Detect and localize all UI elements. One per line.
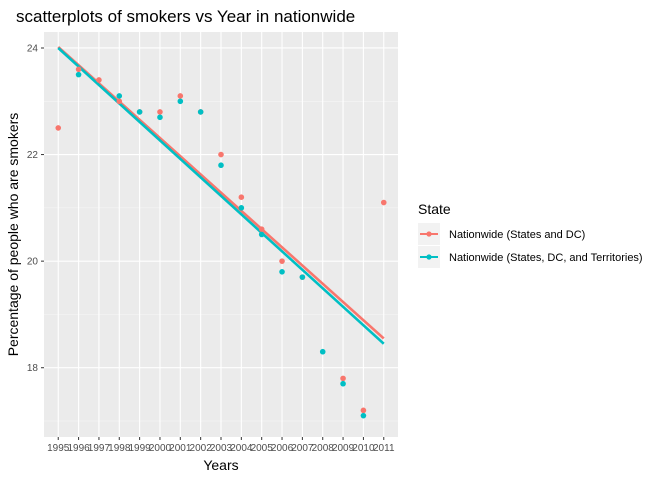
x-tick-label: 2007 xyxy=(291,443,314,454)
x-tick-label: 1999 xyxy=(128,443,151,454)
point-states-dc-territories xyxy=(177,98,184,105)
point-states-dc xyxy=(340,375,346,382)
point-states-dc-territories xyxy=(340,380,346,387)
point-states-dc-territories xyxy=(279,269,285,275)
legend: State Nationwide (States and DC) Nationw… xyxy=(418,201,643,268)
x-tick-label: 1998 xyxy=(108,443,131,454)
point-states-dc xyxy=(360,407,367,414)
x-axis-title: Years xyxy=(203,457,238,473)
legend-item-states-dc-territories: Nationwide (States, DC, and Territories) xyxy=(418,246,643,268)
point-states-dc-territories xyxy=(238,205,245,211)
x-tick-label: 1996 xyxy=(67,443,90,454)
fit-line-states-dc xyxy=(57,45,385,340)
x-tick-label: 2000 xyxy=(149,443,172,454)
y-tick-label: 24 xyxy=(27,43,39,54)
x-tick-label: 1997 xyxy=(88,443,111,454)
y-tick-label: 18 xyxy=(27,363,39,374)
point-states-dc xyxy=(218,151,224,158)
point-states-dc xyxy=(177,93,184,99)
point-states-dc xyxy=(157,109,163,115)
x-tick-label: 2009 xyxy=(332,443,355,454)
y-axis-title: Percentage of people who are smokers xyxy=(5,113,21,357)
fit-line-states-dc-territories xyxy=(57,47,385,345)
point-states-dc-territories xyxy=(136,109,143,115)
x-tick-label: 1995 xyxy=(47,443,70,454)
point-states-dc-territories xyxy=(75,71,82,78)
point-states-dc-territories xyxy=(299,274,306,280)
point-states-dc xyxy=(75,66,82,73)
x-tick-label: 2010 xyxy=(352,443,375,454)
y-tick-label: 20 xyxy=(27,257,39,268)
point-states-dc-territories xyxy=(116,93,123,99)
x-tick-label: 2005 xyxy=(251,443,274,454)
x-tick-label: 2003 xyxy=(210,443,233,454)
point-states-dc xyxy=(258,226,265,232)
chart-title: scatterplots of smokers vs Year in natio… xyxy=(16,7,355,26)
point-states-dc xyxy=(96,77,102,83)
x-tick-label: 2004 xyxy=(230,443,253,454)
y-axis-ticks: 18 20 22 24 xyxy=(27,43,44,374)
legend-key-point xyxy=(426,254,432,260)
x-tick-label: 2002 xyxy=(190,443,213,454)
point-states-dc xyxy=(279,258,285,264)
x-axis-ticks: 1995199619971998199920002001200220032004… xyxy=(47,437,395,454)
point-states-dc xyxy=(380,199,387,206)
x-tick-label: 2011 xyxy=(373,443,395,454)
x-tick-label: 2006 xyxy=(271,443,294,454)
data-points xyxy=(55,66,387,419)
y-tick-label: 22 xyxy=(27,150,39,161)
point-states-dc xyxy=(116,98,123,105)
legend-label: Nationwide (States and DC) xyxy=(449,229,585,241)
point-states-dc-territories xyxy=(197,109,204,115)
point-states-dc-territories xyxy=(360,412,367,419)
point-states-dc-territories xyxy=(319,348,326,355)
point-states-dc-territories xyxy=(157,114,163,121)
legend-title: State xyxy=(418,201,451,217)
legend-label: Nationwide (States, DC, and Territories) xyxy=(449,252,643,264)
legend-item-states-dc: Nationwide (States and DC) xyxy=(418,223,585,245)
legend-key-point xyxy=(426,231,432,237)
point-states-dc xyxy=(238,194,245,200)
fit-lines xyxy=(57,45,385,345)
point-states-dc xyxy=(55,125,62,131)
x-tick-label: 2001 xyxy=(169,443,192,454)
point-states-dc-territories xyxy=(218,162,224,169)
x-tick-label: 2008 xyxy=(312,443,335,454)
point-states-dc-territories xyxy=(258,231,265,238)
